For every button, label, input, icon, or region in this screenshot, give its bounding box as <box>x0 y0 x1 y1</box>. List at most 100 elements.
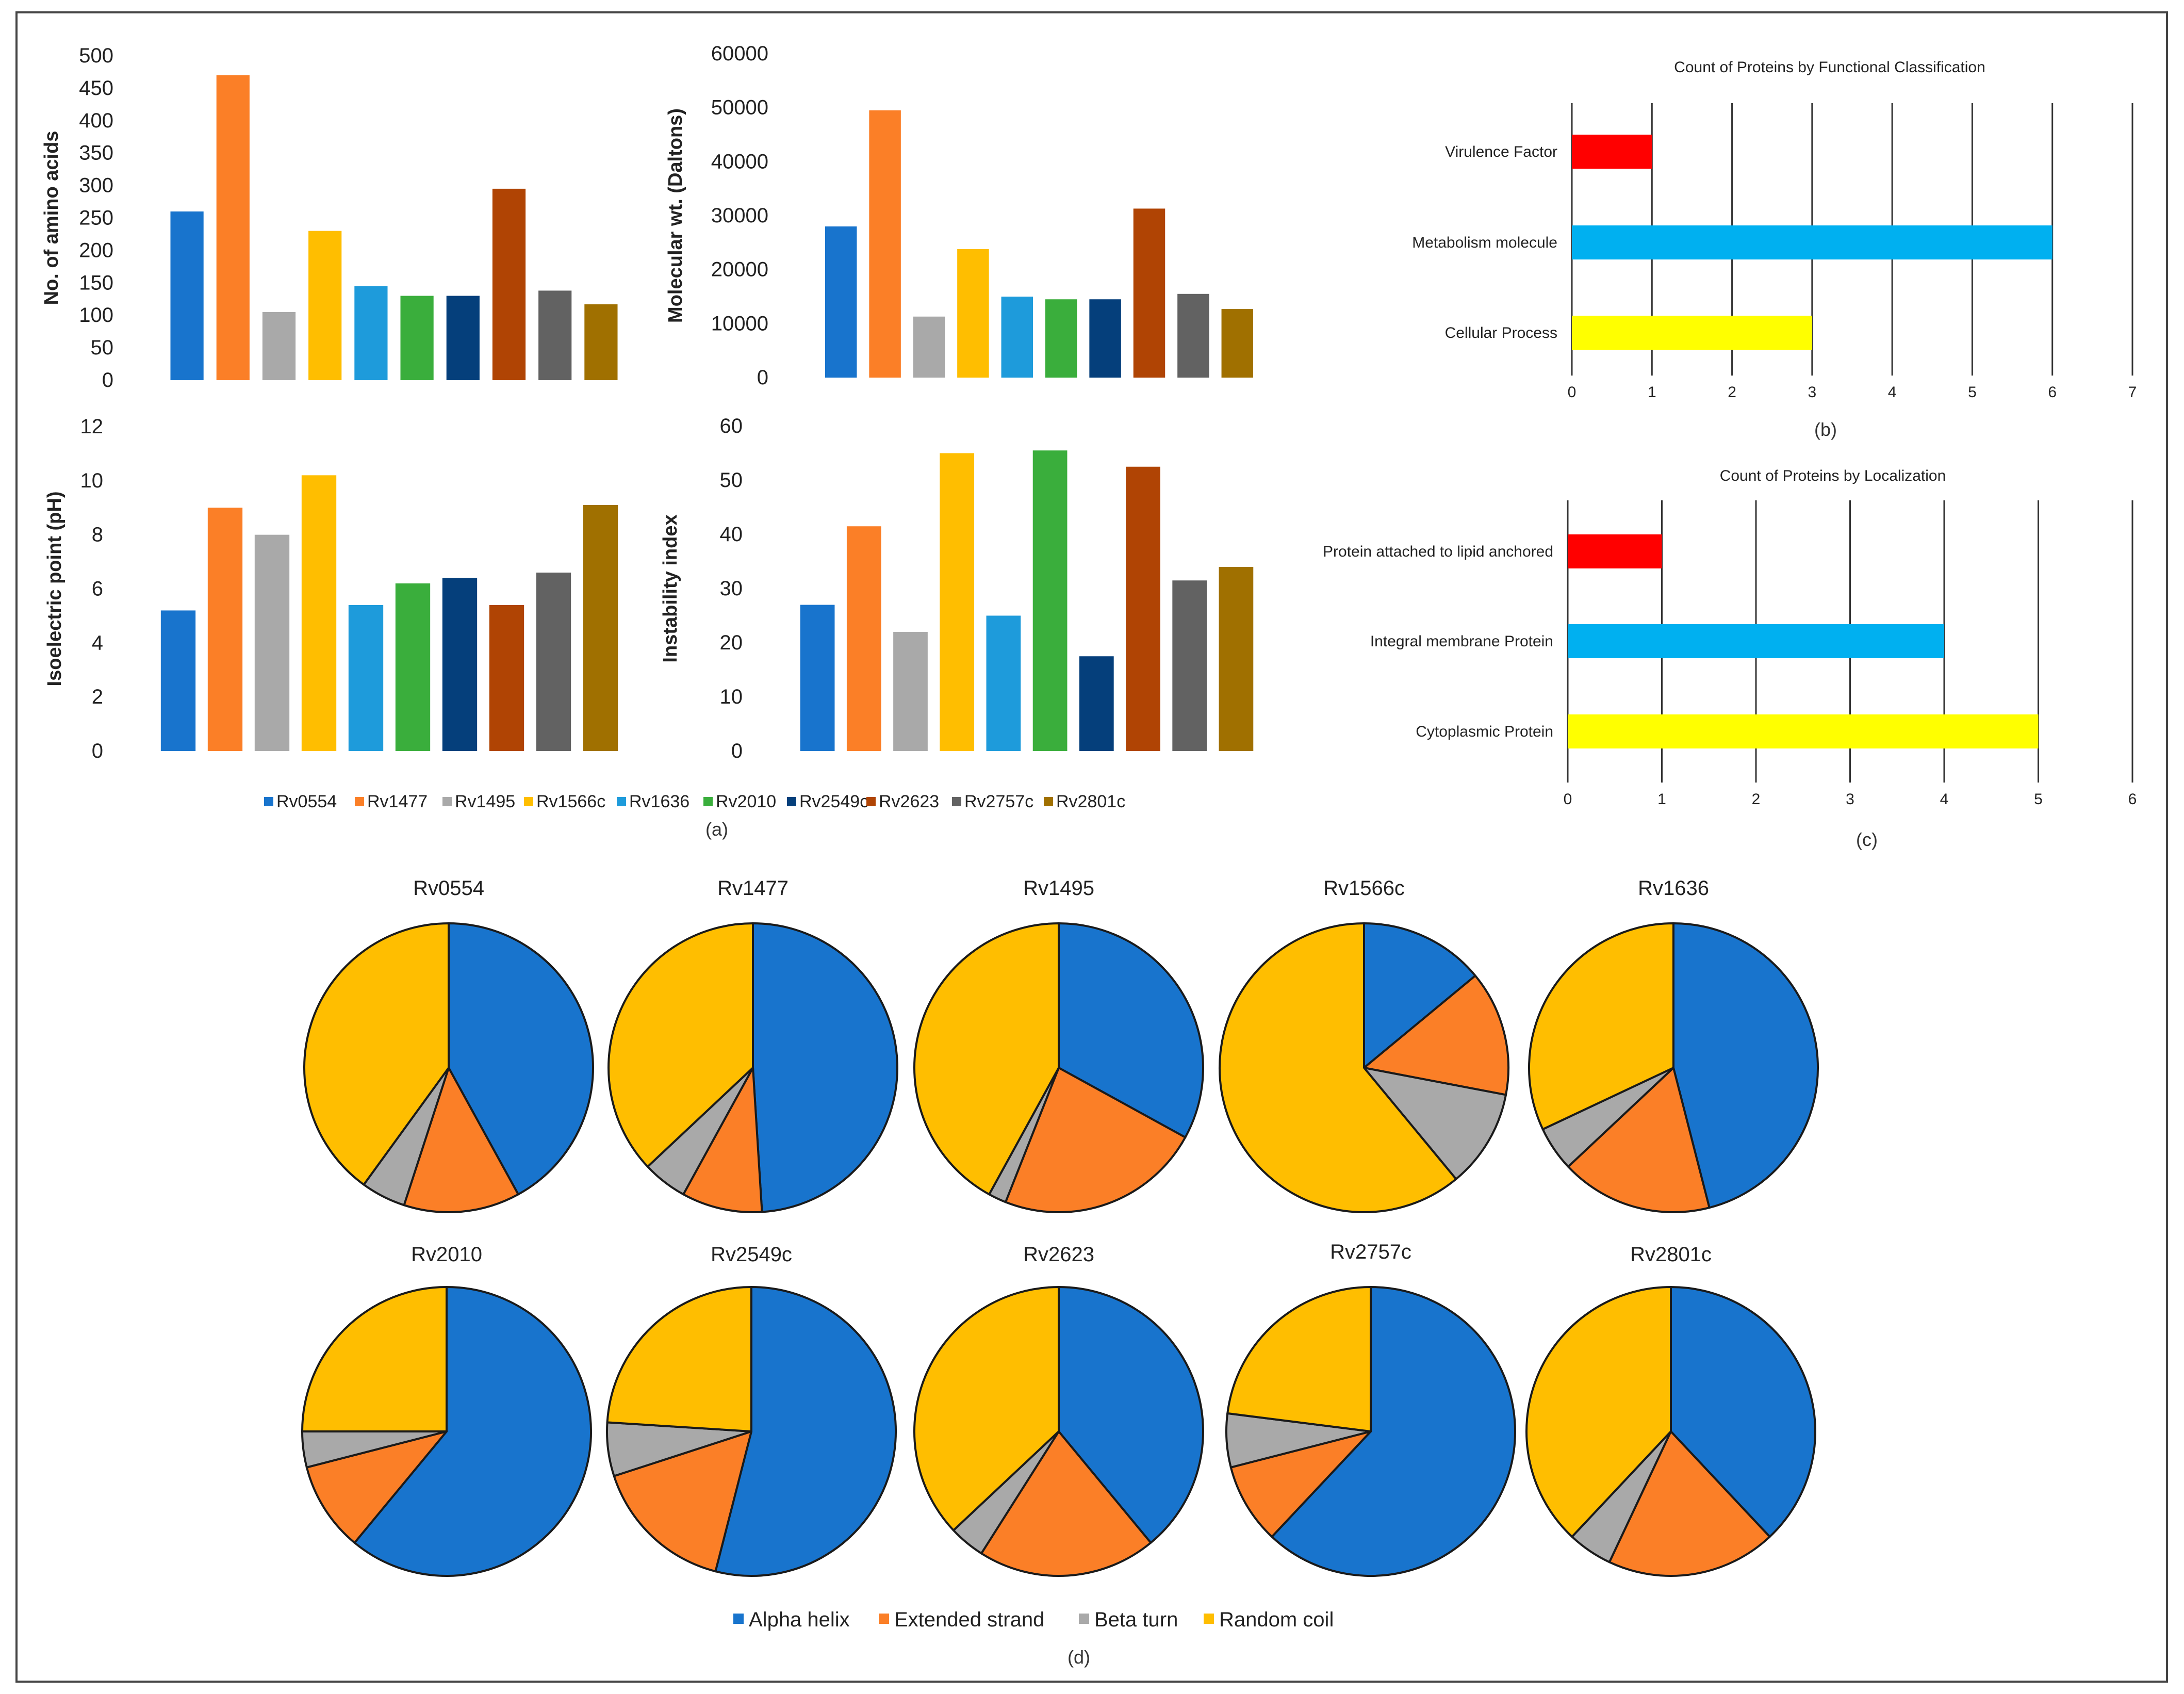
bar-Rv0554 <box>800 605 835 751</box>
secondary-structure-pies: Rv0554 Rv1477 Rv1495 Rv1566c Rv1636 Rv2010 Rv2… <box>301 877 1819 1577</box>
y-tick-label: 100 <box>79 304 113 327</box>
y-tick-label: 30 <box>720 577 743 600</box>
bar-Rv2757c <box>538 290 572 380</box>
pie-slice-Rv2801c-Random coil <box>1525 1286 1672 1538</box>
pie-slice-Rv1477-Alpha helix <box>752 922 898 1213</box>
legend-swatch <box>733 1614 744 1624</box>
chart-title: Count of Proteins by Functional Classifi… <box>1674 59 1985 76</box>
x-tick-label: 2 <box>1752 791 1761 808</box>
pie-slice-Rv2801c-Alpha helix <box>1670 1286 1816 1538</box>
y-tick-label: 12 <box>80 415 104 438</box>
y-tick-label: 60000 <box>711 42 768 65</box>
panel-label-d: (d) <box>1068 1647 1090 1668</box>
protein-legend: Rv0554 Rv1477 Rv1495 Rv1566c Rv1636 Rv2010 Rv2… <box>264 792 1125 811</box>
x-tick-label: 7 <box>2128 384 2137 401</box>
y-tick-label: 450 <box>79 77 113 100</box>
y-tick-label: 350 <box>79 142 113 165</box>
y-tick-label: 20000 <box>711 258 768 281</box>
y-tick-label: 40000 <box>711 150 768 173</box>
pie-slice-Rv1566c-Extended strand <box>1363 974 1509 1096</box>
bar-Rv2549c <box>442 578 478 751</box>
bar-Rv1495 <box>262 312 296 380</box>
hbar-Virulence Factor <box>1572 135 1652 169</box>
legend-swatch <box>1079 1614 1089 1624</box>
pie-slice-Rv2010-Alpha helix <box>353 1286 592 1577</box>
bar-Rv1636 <box>348 605 384 751</box>
pie-slice-Rv1636-Extended strand <box>1567 1067 1711 1213</box>
bar-Rv1566c <box>308 231 342 380</box>
bar-Rv0554 <box>825 226 857 378</box>
y-tick-label: 30000 <box>711 204 768 227</box>
pie-slice-Rv1566c-Beta turn <box>1363 1067 1507 1180</box>
x-tick-label: 0 <box>1564 791 1572 808</box>
pie-slice-Rv1495-Alpha helix <box>1058 922 1204 1138</box>
bar-Rv2010 <box>400 296 434 380</box>
legend-label: Beta turn <box>1094 1608 1178 1631</box>
pie-slice-Rv2010-Random coil <box>301 1286 448 1432</box>
pie-slice-Rv2623-Alpha helix <box>1058 1286 1204 1544</box>
pie-title: Rv2757c <box>1330 1241 1411 1263</box>
pie-slice-Rv0554-Random coil <box>303 922 450 1186</box>
bar-Rv2623 <box>492 188 526 380</box>
bar-Rv1477 <box>216 75 250 381</box>
legend-swatch-Rv2010 <box>703 797 713 806</box>
bar-Rv1636 <box>986 615 1021 751</box>
bar-Rv2623 <box>489 605 524 751</box>
legend-swatch-Rv1495 <box>442 797 452 806</box>
category-label: Protein attached to lipid anchored <box>1323 543 1553 560</box>
legend-swatch <box>1204 1614 1214 1624</box>
pie-slice-Rv2757c-Alpha helix <box>1271 1286 1516 1577</box>
pie-slice-Rv2549c-Extended strand <box>613 1430 752 1573</box>
x-tick-label: 1 <box>1648 384 1656 401</box>
pie-slice-Rv2757c-Extended strand <box>1229 1430 1372 1538</box>
pie-slice-Rv2549c-Alpha helix <box>714 1286 897 1577</box>
y-axis-title: No. of amino acids <box>41 131 62 305</box>
y-tick-label: 60 <box>720 415 743 437</box>
amino-acids-chart: 0 50 100 150 200 250 300 350 400 450 500 No. of ami… <box>41 44 618 392</box>
x-tick-label: 0 <box>1568 384 1577 401</box>
bar-Rv2757c <box>536 573 571 751</box>
bar-Rv1495 <box>893 632 928 751</box>
y-tick-label: 250 <box>79 207 113 230</box>
legend-label-Rv1495: Rv1495 <box>455 792 515 811</box>
pie-slice-Rv2549c-Random coil <box>606 1286 752 1432</box>
legend-label-Rv1477: Rv1477 <box>367 792 428 811</box>
y-tick-label: 6 <box>92 578 103 600</box>
bar-Rv1495 <box>913 316 945 378</box>
bar-Rv1566c <box>301 475 337 751</box>
legend-label-Rv2549c: Rv2549c <box>799 792 868 811</box>
y-tick-label: 0 <box>731 740 743 762</box>
chart-title: Count of Proteins by Localization <box>1720 467 1946 484</box>
bar-Rv2549c <box>1089 299 1121 378</box>
legend-label: Random coil <box>1219 1608 1334 1631</box>
y-tick-label: 50000 <box>711 96 768 119</box>
x-tick-label: 3 <box>1808 384 1817 401</box>
y-tick-label: 500 <box>79 44 113 67</box>
legend-swatch-Rv2549c <box>787 797 796 806</box>
isoelectric-point-chart: 0 2 4 6 8 10 12 Isoelectric point (pH) <box>44 415 618 762</box>
pie-title: Rv0554 <box>413 877 484 900</box>
bar-Rv2801c <box>583 505 618 751</box>
y-tick-label: 150 <box>79 271 113 294</box>
bar-Rv2623 <box>1126 466 1160 751</box>
bar-Rv1477 <box>207 508 243 751</box>
y-tick-label: 50 <box>720 469 743 492</box>
legend-swatch-Rv2623 <box>866 797 876 806</box>
bar-Rv2010 <box>395 583 431 751</box>
y-tick-label: 400 <box>79 109 113 132</box>
pie-slice-Rv2801c-Extended strand <box>1608 1430 1771 1577</box>
y-axis-title: Isoelectric point (pH) <box>44 492 65 687</box>
y-tick-label: 0 <box>757 366 768 389</box>
pie-title: Rv2549c <box>711 1243 792 1266</box>
legend-label-Rv2010: Rv2010 <box>716 792 776 811</box>
pie-slice-Rv2623-Random coil <box>913 1286 1060 1532</box>
x-tick-label: 5 <box>1968 384 1977 401</box>
panel-label-c: (c) <box>1856 829 1878 850</box>
hbar-Cellular Process <box>1572 316 1812 350</box>
hbar-Protein attached to lipid anchored <box>1568 534 1662 568</box>
bar-Rv2801c <box>584 304 618 380</box>
bar-Rv2623 <box>1133 208 1165 378</box>
pie-slice-Rv2757c-Random coil <box>1226 1286 1372 1432</box>
y-tick-label: 20 <box>720 631 743 654</box>
pie-slice-Rv2623-Extended strand <box>980 1430 1152 1577</box>
